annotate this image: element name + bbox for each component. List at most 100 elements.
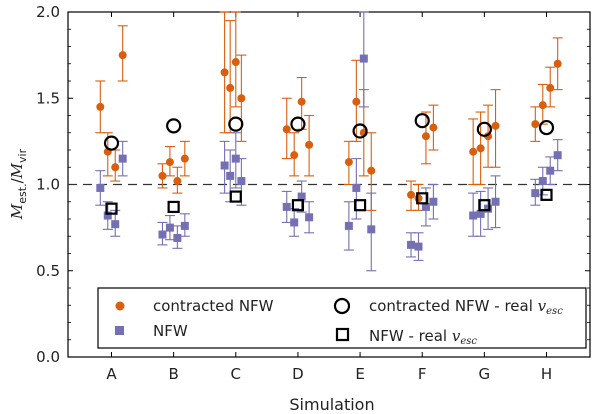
nfw-point [538, 177, 547, 186]
y-label-sub-num: est. [16, 183, 29, 203]
contracted-nfw-point [180, 154, 189, 163]
nfw-real-vesc-point [291, 199, 305, 212]
contracted-nfw-real-vesc-point [166, 118, 182, 134]
contracted-nfw-point [237, 94, 246, 103]
nfw-point [118, 154, 127, 163]
contracted-nfw-point [158, 171, 167, 180]
contracted-nfw-point [407, 190, 416, 199]
legend-label-contracted-nfw: contracted NFW [153, 297, 274, 315]
x-tick-label: D [292, 365, 304, 383]
contracted-nfw-point [165, 158, 174, 167]
nfw-point [173, 233, 182, 242]
nfw-real-vesc-point [105, 202, 118, 215]
legend-marker-nfw-real [335, 327, 350, 342]
nfw-point [237, 177, 246, 186]
contracted-nfw-point [476, 144, 485, 153]
nfw-point [491, 197, 500, 206]
x-tick-label: C [231, 365, 241, 383]
y-tick-label: 1.5 [36, 89, 60, 107]
y-label-sub-den: vir [16, 148, 29, 163]
y-label-divider: / [8, 177, 26, 183]
legend-label-nfw-real: NFW - real vesc [369, 327, 477, 347]
nfw-point [553, 151, 562, 160]
nfw-point [429, 197, 438, 206]
nfw-point [546, 166, 555, 175]
nfw-point [305, 213, 314, 222]
legend-marker-contracted-nfw-real [333, 297, 351, 315]
contracted-nfw-point [491, 121, 500, 130]
nfw-real-vesc-point [540, 188, 553, 201]
nfw-real-vesc-point [353, 199, 367, 212]
nfw-point [407, 240, 416, 249]
nfw-point [226, 171, 235, 180]
nfw-point [476, 209, 485, 218]
x-axis-label: Simulation [289, 395, 374, 414]
x-tick-label: B [168, 365, 178, 383]
legend-text-contracted-nfw-real: contracted NFW - real [369, 297, 533, 315]
nfw-point [352, 183, 361, 192]
nfw-real-vesc-point [167, 200, 180, 214]
nfw-real-vesc-point [416, 192, 429, 205]
legend-math-v2: v [452, 327, 461, 345]
contracted-nfw-point [282, 125, 291, 134]
contracted-nfw-real-vesc-point [538, 119, 555, 136]
nfw-point [282, 202, 291, 211]
contracted-nfw-point [297, 97, 306, 106]
nfw-point [111, 220, 120, 229]
legend-math-sub2: esc [460, 336, 477, 347]
nfw-point [165, 223, 174, 232]
contracted-nfw-real-vesc-point [290, 116, 306, 132]
nfw-point [180, 221, 189, 230]
contracted-nfw-point [421, 132, 430, 141]
y-tick-label: 2.0 [36, 3, 60, 21]
legend-marker-contracted-nfw [115, 301, 125, 311]
contracted-nfw-point [96, 102, 105, 111]
y-label-main-num: M [8, 203, 26, 220]
nfw-real-vesc-point [478, 199, 491, 212]
y-axis-label: Mest./Mvir [8, 148, 29, 220]
legend-math-sub: esc [546, 306, 563, 317]
contracted-nfw-point [111, 163, 120, 172]
x-tick-label: G [479, 365, 491, 383]
contracted-nfw-point [352, 97, 361, 106]
contracted-nfw-real-vesc-point [476, 121, 492, 137]
x-tick-label: E [355, 365, 364, 383]
contracted-nfw-point [226, 83, 235, 92]
legend-text-nfw-real: NFW - real [369, 327, 447, 345]
y-label-main-den: M [8, 162, 26, 179]
nfw-point [484, 204, 493, 213]
nfw-point [414, 242, 423, 251]
legend-label-contracted-nfw-real: contracted NFW - real vesc [369, 297, 563, 317]
contracted-nfw-point [414, 194, 423, 203]
contracted-nfw-point [305, 140, 314, 149]
contracted-nfw-real-vesc-point [228, 116, 244, 132]
legend-label-nfw: NFW [153, 322, 188, 340]
x-tick-label: H [541, 365, 552, 383]
contracted-nfw-point [469, 147, 478, 156]
nfw-point [96, 183, 105, 192]
contracted-nfw-point [429, 123, 438, 132]
plot-layer: 0.0 0.5 1.0 1.5 2.0 A B C D E F G H [36, 3, 591, 383]
nfw-point [103, 211, 112, 220]
nfw-point [344, 221, 353, 230]
nfw-point [531, 189, 540, 198]
nfw-point [220, 161, 229, 170]
nfw-point [297, 192, 306, 201]
x-tick-label: F [418, 365, 427, 383]
contracted-nfw-point [531, 120, 540, 129]
contracted-nfw-point [290, 151, 299, 160]
y-tick-label: 1.0 [36, 176, 60, 194]
nfw-point [290, 218, 299, 227]
nfw-point [231, 154, 240, 163]
nfw-point [469, 211, 478, 220]
contracted-nfw-point [118, 51, 127, 60]
nfw-point [158, 230, 167, 239]
contracted-nfw-point [538, 101, 547, 110]
legend-marker-nfw [115, 326, 124, 335]
contracted-nfw-real-vesc-point [103, 135, 120, 151]
contracted-nfw-point [546, 83, 555, 92]
contracted-nfw-point [344, 158, 353, 167]
contracted-nfw-point [553, 59, 562, 68]
y-tick-label: 0.5 [36, 262, 60, 280]
